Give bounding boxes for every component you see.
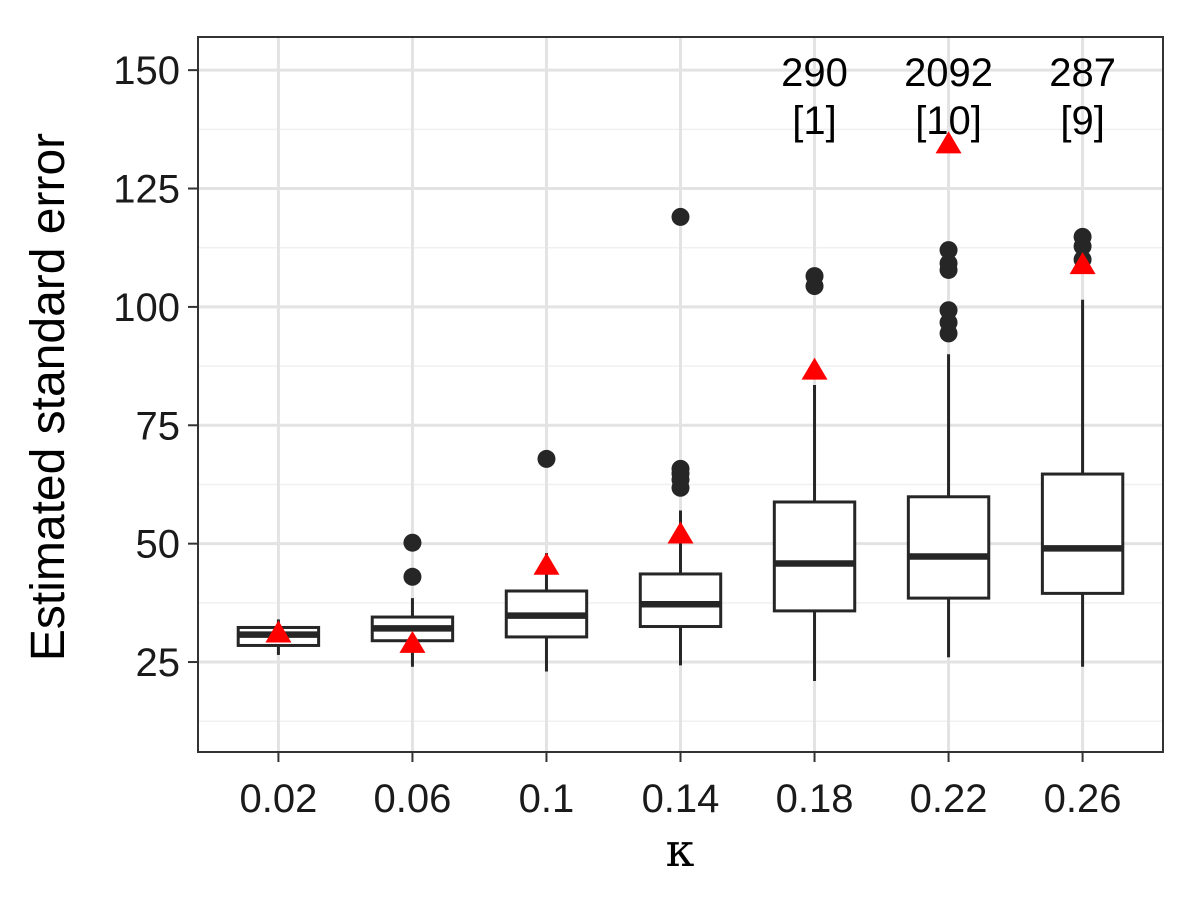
x-tick-label: 0.22 [910,777,988,821]
annotation-bracket: [10] [915,99,982,143]
boxes [236,299,1125,681]
annotation-count: 290 [781,51,848,95]
box-iqr [638,572,723,629]
triangle-marker [533,552,560,575]
outlier-point [537,449,556,468]
outlier-point [805,267,824,286]
outlier-point [939,254,958,273]
box-iqr [1040,472,1125,595]
triangle-marker [265,620,292,643]
x-tick-label: 0.06 [374,777,452,821]
x-tick-label: 0.1 [519,777,575,821]
box-0.22 [906,354,991,658]
box-0.18 [772,385,857,681]
y-axis-title: Estimated standard error [22,133,75,661]
outlier-point [1073,227,1092,246]
outlier-point [403,567,422,586]
triangle-marker [667,521,694,544]
outlier-point [939,313,958,332]
y-tick-label: 100 [113,286,180,330]
annotation-bracket: [1] [792,99,836,143]
outlier-point [671,459,690,478]
y-axis: 25 50 75 100 125 150 [113,49,198,685]
triangle-markers [265,131,1096,653]
triangle-marker [801,357,828,380]
box-0.26 [1040,299,1125,667]
x-axis-title: κ [666,823,695,877]
x-axis: 0.02 0.06 0.1 0.14 0.18 0.22 0.26 [239,752,1122,821]
annotation-count: 2092 [904,51,993,95]
x-tick-label: 0.18 [776,777,854,821]
outlier-point [403,533,422,552]
x-tick-label: 0.14 [642,777,720,821]
y-tick-label: 50 [136,523,181,567]
outliers [403,207,1092,586]
x-tick-label: 0.02 [239,777,317,821]
y-tick-label: 125 [113,168,180,212]
box-iqr [772,500,857,613]
y-tick-label: 25 [136,641,181,685]
box-iqr [906,495,991,600]
triangle-marker [1069,252,1096,275]
annotation-bracket: [9] [1060,99,1104,143]
outlier-point [671,207,690,226]
x-tick-label: 0.26 [1044,777,1122,821]
box-0.1 [504,553,589,672]
y-tick-label: 150 [113,49,180,93]
count-annotations: 290[1] 2092[10] 287[9] [781,51,1116,143]
annotation-count: 287 [1049,51,1116,95]
y-tick-label: 75 [136,404,181,448]
triangle-marker [399,630,426,653]
triangle-marker [935,131,962,154]
outlier-point [939,301,958,320]
outlier-point [939,241,958,260]
